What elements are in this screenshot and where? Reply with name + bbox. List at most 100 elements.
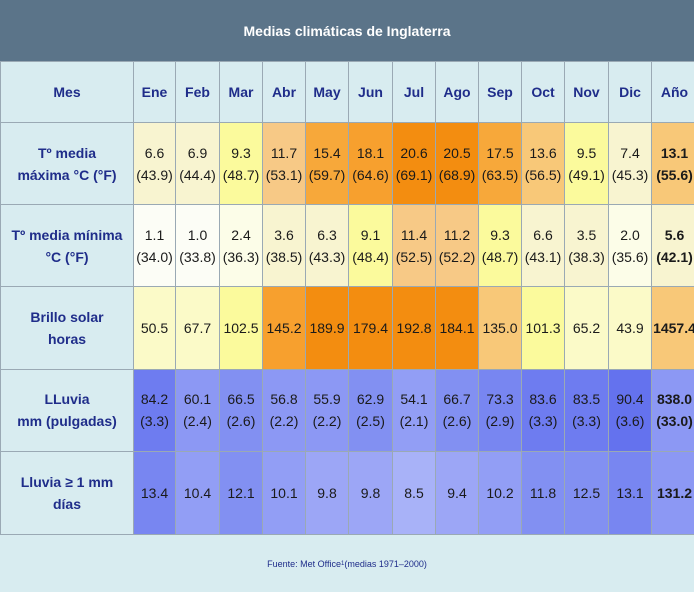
cell-value-secondary: (36.3) bbox=[222, 248, 260, 265]
cell-value-secondary: (59.7) bbox=[308, 166, 346, 183]
header-month: Ago bbox=[435, 60, 479, 124]
table-row: Lluvia ≥ 1 mm días 13.4 10.4 12.1 10.1 9.8 9.8 8… bbox=[0, 450, 694, 536]
month-cell: 20.6 (69.1) bbox=[392, 122, 436, 206]
month-cell: 10.4 bbox=[175, 450, 220, 536]
header-month: Oct bbox=[521, 60, 565, 124]
cell-value: 20.5 bbox=[443, 144, 471, 161]
cell-value-secondary: (38.3) bbox=[568, 248, 605, 265]
month-cell: 11.8 bbox=[521, 450, 565, 536]
header-month: Ene bbox=[133, 60, 176, 124]
cell-value-secondary: (48.4) bbox=[352, 248, 389, 265]
row-label: Tº media mínima °C (°F) bbox=[0, 204, 134, 288]
cell-value-secondary: (35.6) bbox=[611, 248, 649, 265]
cell-value: 102.5 bbox=[223, 320, 259, 337]
month-cell: 9.3 (48.7) bbox=[478, 204, 522, 288]
header-month: Dic bbox=[608, 60, 652, 124]
month-cell: 54.1 (2.1) bbox=[392, 368, 436, 452]
cell-value: 10.4 bbox=[183, 484, 212, 501]
header-row: Mes Ene Feb Mar Abr May Jun Jul Ago Sep … bbox=[0, 60, 694, 124]
month-cell: 60.1 (2.4) bbox=[175, 368, 220, 452]
cell-value: 10.2 bbox=[486, 484, 514, 501]
cell-value: 9.3 bbox=[490, 226, 510, 243]
month-cell: 102.5 bbox=[219, 286, 263, 370]
cell-value-secondary: (3.3) bbox=[528, 413, 558, 430]
cell-value-secondary: (2.6) bbox=[442, 413, 472, 430]
month-cell: 73.3 (2.9) bbox=[478, 368, 522, 452]
source-footnote: Fuente: Met Office 1 (medias 1971–2000) bbox=[0, 535, 694, 592]
cell-value: 66.7 bbox=[443, 391, 471, 408]
cell-value-secondary: (64.6) bbox=[352, 166, 389, 183]
year-cell: 131.2 bbox=[651, 450, 694, 536]
table-row: Tº media máxima °C (°F) 6.6 (43.9) 6.9 (44.4)… bbox=[0, 122, 694, 206]
month-cell: 62.9 (2.5) bbox=[348, 368, 393, 452]
cell-value: 131.2 bbox=[656, 484, 693, 501]
cell-value: 9.8 bbox=[317, 484, 337, 501]
month-cell: 18.1 (64.6) bbox=[348, 122, 393, 206]
footnote-suffix: (medias 1971–2000) bbox=[344, 558, 427, 569]
month-cell: 9.8 bbox=[348, 450, 393, 536]
cell-value-secondary: (3.3) bbox=[572, 413, 601, 430]
month-cell: 13.4 bbox=[133, 450, 176, 536]
month-cell: 6.9 (44.4) bbox=[175, 122, 220, 206]
cell-value-secondary: (3.6) bbox=[615, 413, 645, 430]
cell-value: 11.2 bbox=[443, 226, 471, 243]
cell-value: 13.1 bbox=[660, 144, 689, 161]
cell-value: 192.8 bbox=[396, 320, 432, 337]
month-cell: 6.6 (43.9) bbox=[133, 122, 176, 206]
month-cell: 1.1 (34.0) bbox=[133, 204, 176, 288]
cell-value: 179.4 bbox=[352, 320, 389, 337]
cell-value: 67.7 bbox=[183, 320, 212, 337]
month-cell: 184.1 bbox=[435, 286, 479, 370]
month-cell: 66.7 (2.6) bbox=[435, 368, 479, 452]
cell-value: 56.8 bbox=[270, 391, 298, 408]
month-cell: 3.5 (38.3) bbox=[564, 204, 609, 288]
cell-value-secondary: (56.5) bbox=[524, 166, 562, 183]
row-label-line1: Brillo solar bbox=[30, 309, 104, 326]
month-cell: 3.6 (38.5) bbox=[262, 204, 306, 288]
row-label-line2: °C (°F) bbox=[45, 248, 89, 265]
cell-value: 83.5 bbox=[572, 391, 601, 408]
cell-value-secondary: (42.1) bbox=[656, 248, 693, 265]
cell-value: 6.6 bbox=[144, 144, 165, 161]
cell-value: 101.3 bbox=[525, 320, 561, 337]
month-cell: 9.8 bbox=[305, 450, 349, 536]
header-month: Mar bbox=[219, 60, 263, 124]
month-cell: 65.2 bbox=[564, 286, 609, 370]
header-month: Abr bbox=[262, 60, 306, 124]
cell-value-secondary: (45.3) bbox=[611, 166, 649, 183]
cell-value-secondary: (2.6) bbox=[226, 413, 256, 430]
header-month: Feb bbox=[175, 60, 220, 124]
month-cell: 8.5 bbox=[392, 450, 436, 536]
month-cell: 2.0 (35.6) bbox=[608, 204, 652, 288]
cell-value-secondary: (2.5) bbox=[356, 413, 385, 430]
month-cell: 13.1 bbox=[608, 450, 652, 536]
cell-value: 90.4 bbox=[616, 391, 644, 408]
month-cell: 145.2 bbox=[262, 286, 306, 370]
cell-value: 18.1 bbox=[356, 144, 385, 161]
cell-value: 20.6 bbox=[400, 144, 428, 161]
month-cell: 101.3 bbox=[521, 286, 565, 370]
month-cell: 15.4 (59.7) bbox=[305, 122, 349, 206]
cell-value: 11.4 bbox=[400, 226, 428, 243]
month-cell: 11.7 (53.1) bbox=[262, 122, 306, 206]
cell-value: 9.8 bbox=[360, 484, 381, 501]
cell-value: 1.0 bbox=[187, 226, 208, 243]
month-cell: 66.5 (2.6) bbox=[219, 368, 263, 452]
month-cell: 20.5 (68.9) bbox=[435, 122, 479, 206]
month-cell: 83.6 (3.3) bbox=[521, 368, 565, 452]
header-label: Mes bbox=[0, 60, 134, 124]
row-label: LLuvia mm (pulgadas) bbox=[0, 368, 134, 452]
cell-value: 7.4 bbox=[620, 144, 640, 161]
cell-value-secondary: (53.1) bbox=[265, 166, 303, 183]
cell-value-secondary: (63.5) bbox=[481, 166, 519, 183]
month-cell: 10.2 bbox=[478, 450, 522, 536]
cell-value: 9.4 bbox=[447, 484, 467, 501]
month-cell: 6.6 (43.1) bbox=[521, 204, 565, 288]
cell-value: 1457.4 bbox=[653, 320, 694, 337]
cell-value-secondary: (2.9) bbox=[485, 413, 515, 430]
row-label: Brillo solar horas bbox=[0, 286, 134, 370]
cell-value: 12.5 bbox=[572, 484, 601, 501]
cell-value-secondary: (33.8) bbox=[179, 248, 216, 265]
cell-value-secondary: (44.4) bbox=[179, 166, 216, 183]
cell-value: 11.7 bbox=[270, 144, 298, 161]
